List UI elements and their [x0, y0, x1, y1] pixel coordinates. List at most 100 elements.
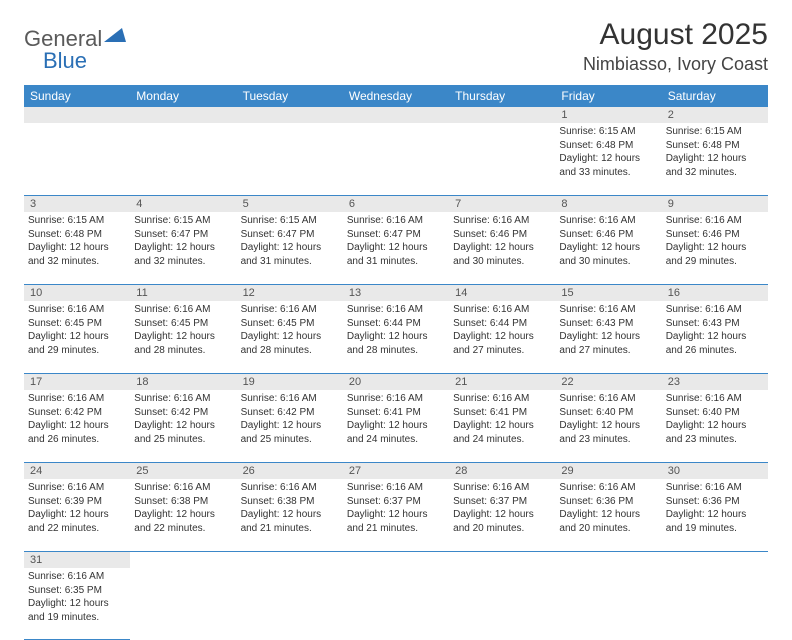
daylight-line-2: and 32 minutes.: [28, 255, 126, 269]
daylight-line-2: and 25 minutes.: [134, 433, 232, 447]
day-number: 25: [130, 463, 236, 479]
day-cell: Sunrise: 6:16 AMSunset: 6:40 PMDaylight:…: [555, 390, 661, 462]
weekday-header: Sunday: [24, 85, 130, 107]
week-row: Sunrise: 6:16 AMSunset: 6:42 PMDaylight:…: [24, 390, 768, 463]
day-number: 17: [24, 374, 130, 390]
daylight-line-2: and 22 minutes.: [28, 522, 126, 536]
day-number: 1: [555, 107, 661, 123]
day-number-row: 3456789: [24, 196, 768, 212]
daylight-line-1: Daylight: 12 hours: [666, 241, 764, 255]
sunrise-line: Sunrise: 6:16 AM: [28, 481, 126, 495]
sunrise-line: Sunrise: 6:16 AM: [347, 303, 445, 317]
daylight-line-2: and 19 minutes.: [666, 522, 764, 536]
sunrise-line: Sunrise: 6:15 AM: [134, 214, 232, 228]
sunrise-line: Sunrise: 6:16 AM: [28, 392, 126, 406]
day-cell: Sunrise: 6:16 AMSunset: 6:42 PMDaylight:…: [237, 390, 343, 462]
daylight-line-2: and 23 minutes.: [559, 433, 657, 447]
daylight-line-1: Daylight: 12 hours: [28, 330, 126, 344]
day-number: 5: [237, 196, 343, 212]
sunrise-line: Sunrise: 6:16 AM: [453, 481, 551, 495]
day-cell: [449, 568, 555, 640]
daylight-line-1: Daylight: 12 hours: [134, 419, 232, 433]
daylight-line-2: and 20 minutes.: [453, 522, 551, 536]
sunrise-line: Sunrise: 6:16 AM: [453, 392, 551, 406]
header: General August 2025 Nimbiasso, Ivory Coa…: [24, 18, 768, 75]
day-number: 12: [237, 285, 343, 301]
daylight-line-2: and 32 minutes.: [666, 166, 764, 180]
day-cell: Sunrise: 6:16 AMSunset: 6:41 PMDaylight:…: [449, 390, 555, 462]
sunrise-line: Sunrise: 6:16 AM: [559, 303, 657, 317]
daylight-line-2: and 23 minutes.: [666, 433, 764, 447]
day-cell: [555, 568, 661, 640]
sunset-line: Sunset: 6:36 PM: [559, 495, 657, 509]
day-cell: [24, 123, 130, 195]
day-cell: Sunrise: 6:16 AMSunset: 6:46 PMDaylight:…: [555, 212, 661, 284]
day-number-row: .....12: [24, 107, 768, 123]
day-number-row: 31......: [24, 552, 768, 568]
weekday-header: Wednesday: [343, 85, 449, 107]
daylight-line-1: Daylight: 12 hours: [453, 330, 551, 344]
daylight-line-2: and 29 minutes.: [666, 255, 764, 269]
day-number: 23: [662, 374, 768, 390]
sunrise-line: Sunrise: 6:15 AM: [28, 214, 126, 228]
week-row: Sunrise: 6:15 AMSunset: 6:48 PMDaylight:…: [24, 212, 768, 285]
day-cell: Sunrise: 6:16 AMSunset: 6:38 PMDaylight:…: [130, 479, 236, 551]
daylight-line-1: Daylight: 12 hours: [241, 241, 339, 255]
day-cell: [237, 568, 343, 640]
sunrise-line: Sunrise: 6:16 AM: [347, 481, 445, 495]
day-cell: Sunrise: 6:16 AMSunset: 6:46 PMDaylight:…: [449, 212, 555, 284]
sunset-line: Sunset: 6:41 PM: [347, 406, 445, 420]
sunrise-line: Sunrise: 6:16 AM: [453, 303, 551, 317]
daylight-line-1: Daylight: 12 hours: [134, 330, 232, 344]
daylight-line-2: and 25 minutes.: [241, 433, 339, 447]
month-title: August 2025: [583, 18, 768, 52]
sunrise-line: Sunrise: 6:16 AM: [666, 481, 764, 495]
weekday-header-row: SundayMondayTuesdayWednesdayThursdayFrid…: [24, 85, 768, 107]
day-cell: Sunrise: 6:15 AMSunset: 6:48 PMDaylight:…: [555, 123, 661, 195]
daylight-line-2: and 31 minutes.: [347, 255, 445, 269]
day-number: 9: [662, 196, 768, 212]
daylight-line-1: Daylight: 12 hours: [453, 419, 551, 433]
daylight-line-2: and 24 minutes.: [453, 433, 551, 447]
sunset-line: Sunset: 6:40 PM: [559, 406, 657, 420]
day-number: 7: [449, 196, 555, 212]
day-cell: Sunrise: 6:15 AMSunset: 6:47 PMDaylight:…: [237, 212, 343, 284]
day-number: 24: [24, 463, 130, 479]
daylight-line-1: Daylight: 12 hours: [347, 508, 445, 522]
day-cell: Sunrise: 6:15 AMSunset: 6:47 PMDaylight:…: [130, 212, 236, 284]
day-number: 6: [343, 196, 449, 212]
sunrise-line: Sunrise: 6:16 AM: [559, 214, 657, 228]
sunrise-line: Sunrise: 6:16 AM: [241, 481, 339, 495]
sunset-line: Sunset: 6:42 PM: [28, 406, 126, 420]
sunset-line: Sunset: 6:39 PM: [28, 495, 126, 509]
sunrise-line: Sunrise: 6:16 AM: [559, 481, 657, 495]
daylight-line-1: Daylight: 12 hours: [559, 152, 657, 166]
daylight-line-2: and 32 minutes.: [134, 255, 232, 269]
day-cell: Sunrise: 6:16 AMSunset: 6:40 PMDaylight:…: [662, 390, 768, 462]
day-cell: Sunrise: 6:16 AMSunset: 6:37 PMDaylight:…: [343, 479, 449, 551]
calendar: SundayMondayTuesdayWednesdayThursdayFrid…: [24, 85, 768, 640]
day-cell: Sunrise: 6:16 AMSunset: 6:44 PMDaylight:…: [449, 301, 555, 373]
day-number: 26: [237, 463, 343, 479]
daylight-line-1: Daylight: 12 hours: [666, 508, 764, 522]
daylight-line-1: Daylight: 12 hours: [347, 241, 445, 255]
sunset-line: Sunset: 6:44 PM: [453, 317, 551, 331]
day-cell: Sunrise: 6:16 AMSunset: 6:39 PMDaylight:…: [24, 479, 130, 551]
daylight-line-2: and 22 minutes.: [134, 522, 232, 536]
daylight-line-1: Daylight: 12 hours: [241, 508, 339, 522]
weekday-header: Monday: [130, 85, 236, 107]
sunset-line: Sunset: 6:43 PM: [666, 317, 764, 331]
daylight-line-2: and 30 minutes.: [559, 255, 657, 269]
daylight-line-2: and 33 minutes.: [559, 166, 657, 180]
day-cell: Sunrise: 6:16 AMSunset: 6:37 PMDaylight:…: [449, 479, 555, 551]
sunset-line: Sunset: 6:35 PM: [28, 584, 126, 598]
day-number: 30: [662, 463, 768, 479]
sunrise-line: Sunrise: 6:15 AM: [666, 125, 764, 139]
sunset-line: Sunset: 6:37 PM: [453, 495, 551, 509]
daylight-line-1: Daylight: 12 hours: [666, 330, 764, 344]
daylight-line-2: and 26 minutes.: [666, 344, 764, 358]
week-row: Sunrise: 6:15 AMSunset: 6:48 PMDaylight:…: [24, 123, 768, 196]
day-cell: Sunrise: 6:16 AMSunset: 6:42 PMDaylight:…: [24, 390, 130, 462]
sunrise-line: Sunrise: 6:16 AM: [241, 303, 339, 317]
day-number-row: 17181920212223: [24, 374, 768, 390]
